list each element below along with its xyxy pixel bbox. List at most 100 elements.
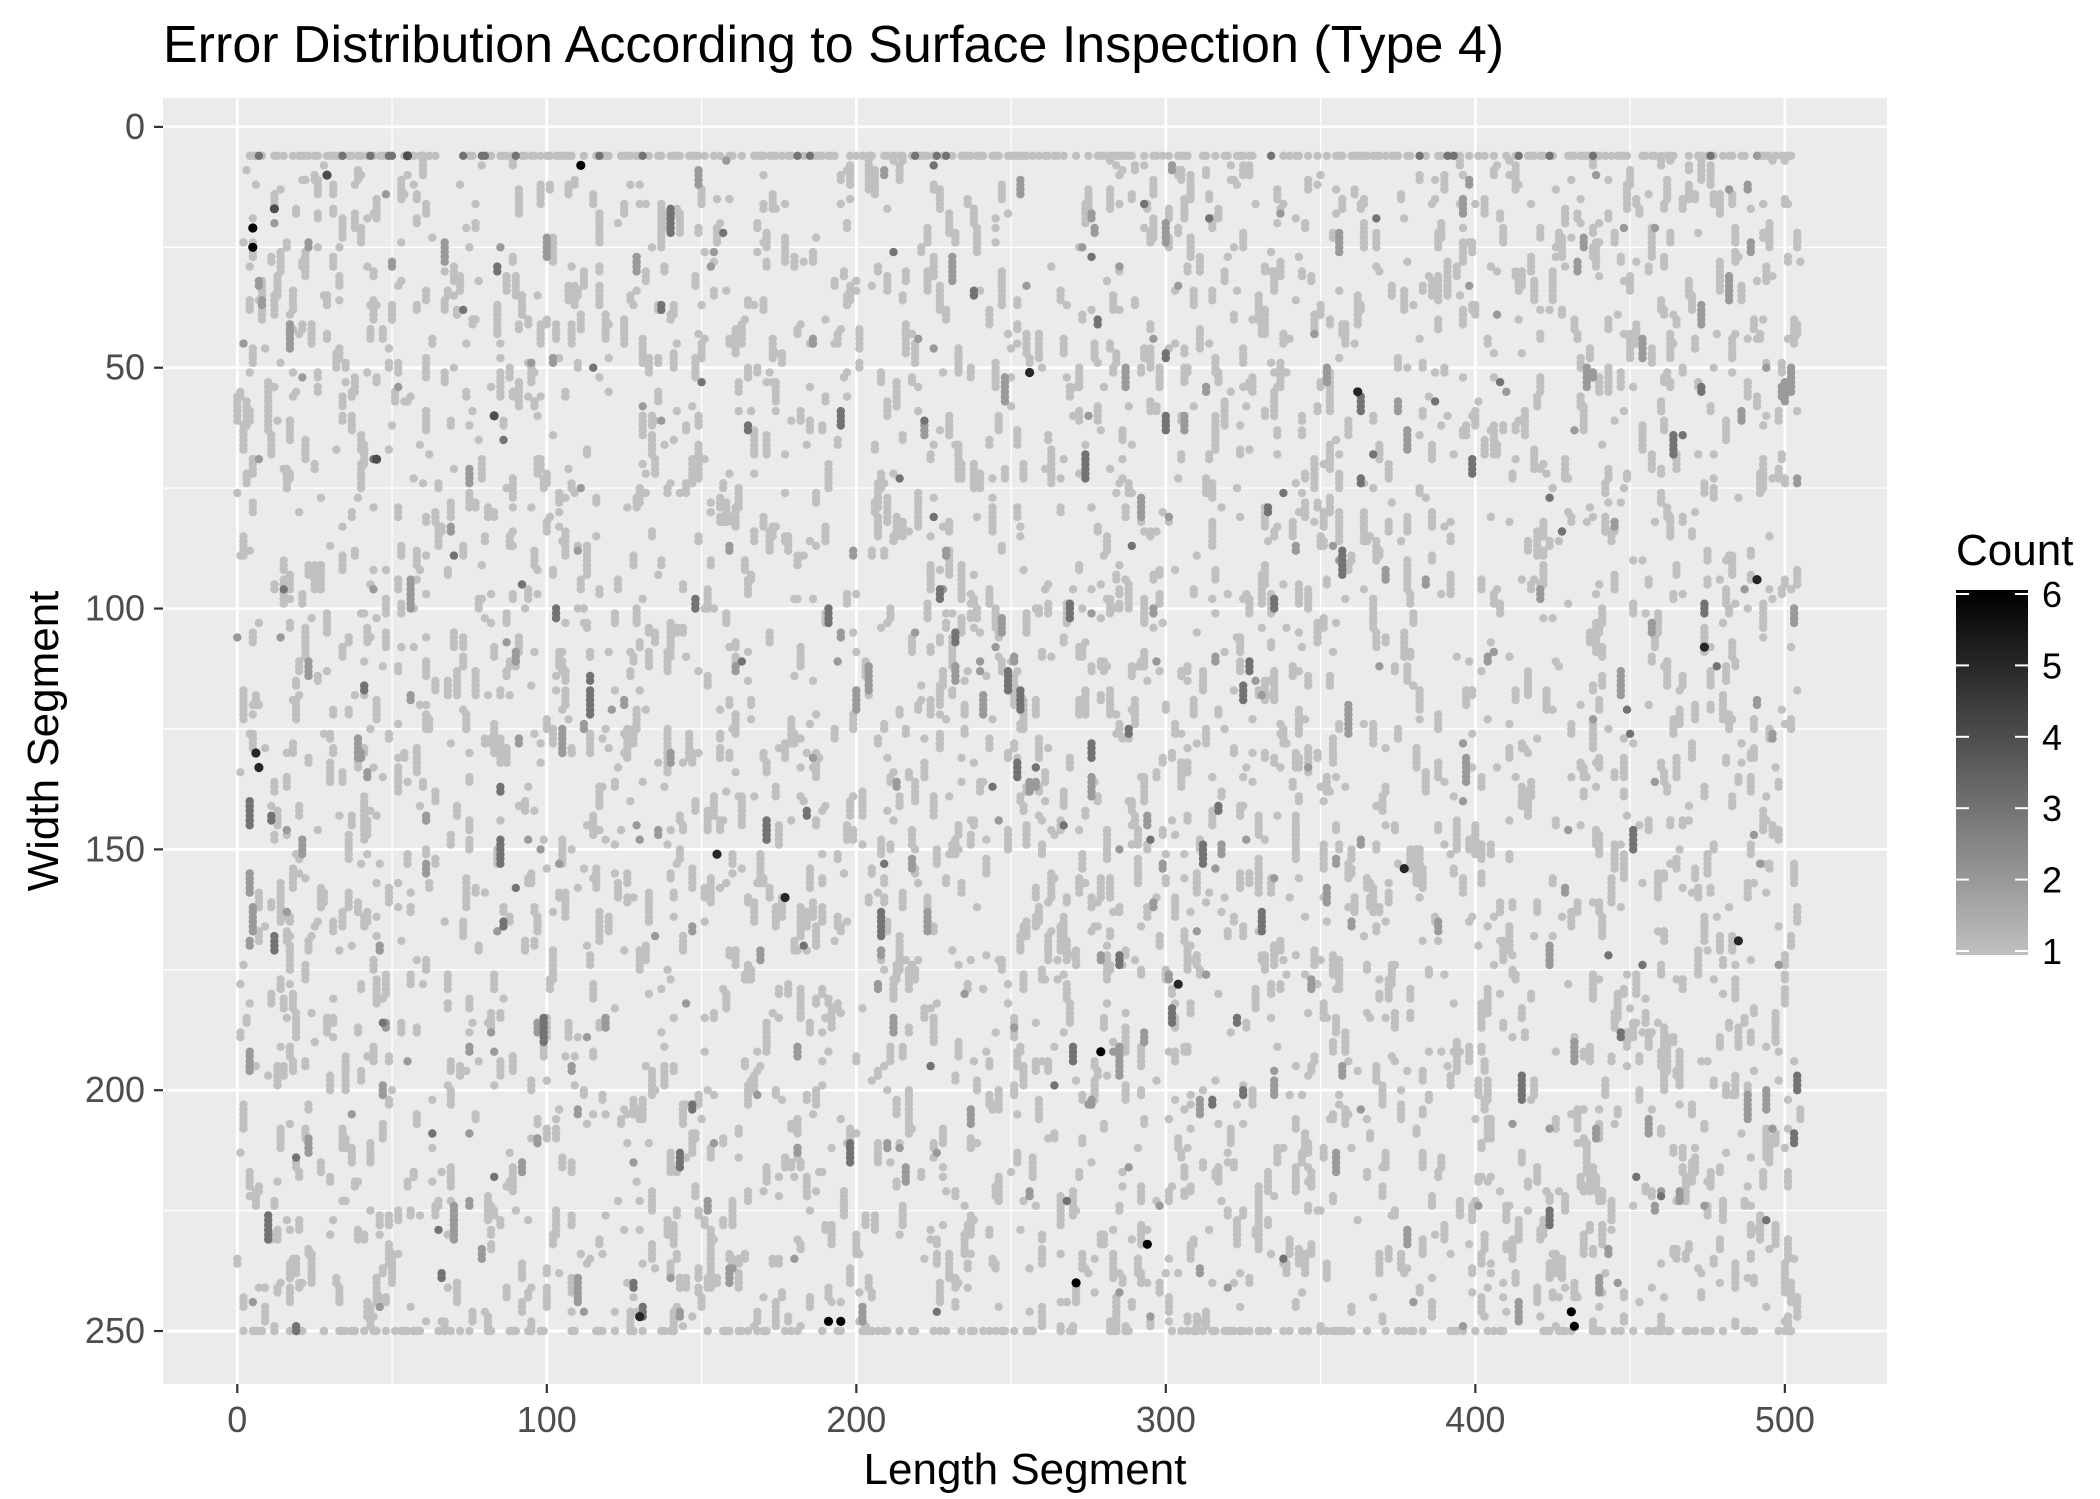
data-point bbox=[715, 705, 725, 714]
data-point bbox=[1136, 970, 1146, 979]
data-point bbox=[548, 975, 558, 984]
data-point bbox=[886, 845, 895, 854]
data-point bbox=[725, 469, 734, 478]
data-point bbox=[1588, 1249, 1598, 1259]
data-point bbox=[353, 493, 363, 502]
data-point bbox=[394, 878, 403, 888]
data-point bbox=[462, 339, 471, 348]
data-point bbox=[539, 835, 548, 844]
data-point bbox=[1517, 575, 1527, 584]
data-point bbox=[1486, 638, 1496, 647]
data-point bbox=[641, 276, 650, 286]
data-point bbox=[923, 614, 932, 623]
data-point bbox=[1737, 1129, 1746, 1138]
data-point bbox=[991, 223, 1000, 233]
data-point bbox=[892, 1182, 901, 1191]
data-point bbox=[1610, 585, 1619, 594]
data-point bbox=[421, 1317, 431, 1326]
data-point bbox=[722, 618, 731, 628]
data-point bbox=[1663, 681, 1672, 690]
data-point bbox=[914, 382, 923, 392]
data-point bbox=[1461, 700, 1471, 710]
data-point bbox=[530, 806, 539, 815]
data-point bbox=[1390, 1211, 1400, 1220]
data-point bbox=[1743, 893, 1752, 902]
data-point bbox=[322, 300, 332, 310]
data-point bbox=[502, 671, 511, 681]
data-point bbox=[1319, 864, 1328, 873]
data-point bbox=[576, 325, 585, 334]
data-point bbox=[363, 850, 372, 859]
data-point bbox=[1724, 724, 1734, 734]
data-point bbox=[545, 984, 555, 994]
data-point bbox=[387, 1086, 397, 1095]
data-point bbox=[570, 1081, 579, 1090]
data-point bbox=[1180, 850, 1189, 859]
data-point bbox=[527, 1283, 536, 1292]
data-point bbox=[1093, 416, 1102, 425]
data-point bbox=[1242, 402, 1251, 411]
data-point bbox=[923, 286, 932, 295]
data-point bbox=[1118, 1278, 1127, 1288]
data-point bbox=[753, 1047, 762, 1056]
data-point bbox=[409, 1167, 418, 1177]
data-point bbox=[350, 551, 360, 560]
data-point bbox=[616, 825, 626, 835]
data-point bbox=[1449, 869, 1458, 878]
data-point bbox=[1483, 1008, 1492, 1018]
data-point bbox=[1115, 199, 1124, 209]
data-point bbox=[1601, 1090, 1610, 1100]
data-point bbox=[712, 1278, 722, 1288]
data-point bbox=[595, 238, 604, 247]
data-point bbox=[335, 811, 344, 820]
data-point bbox=[620, 209, 629, 218]
data-point bbox=[657, 561, 666, 570]
data-point bbox=[415, 700, 425, 710]
data-point bbox=[982, 1047, 991, 1056]
data-point bbox=[1161, 850, 1171, 859]
data-point bbox=[1322, 917, 1332, 926]
data-point bbox=[301, 874, 310, 883]
data-point bbox=[1313, 753, 1322, 763]
data-point bbox=[356, 238, 366, 247]
data-point bbox=[1016, 1225, 1025, 1235]
data-point bbox=[880, 965, 889, 974]
data-point bbox=[1146, 363, 1155, 372]
data-point bbox=[1198, 1086, 1208, 1095]
data-point bbox=[1749, 1008, 1759, 1018]
data-point bbox=[1294, 508, 1304, 517]
data-point bbox=[774, 989, 784, 999]
data-point bbox=[1619, 874, 1629, 883]
data-point bbox=[452, 1297, 462, 1307]
data-point bbox=[771, 1322, 780, 1331]
data-point bbox=[991, 1028, 1000, 1037]
data-point bbox=[1235, 811, 1245, 820]
data-point bbox=[750, 536, 759, 546]
data-point bbox=[1759, 421, 1768, 430]
data-point bbox=[873, 888, 883, 897]
data-point bbox=[573, 1033, 582, 1042]
data-point bbox=[1477, 1047, 1486, 1056]
data-point bbox=[1656, 406, 1666, 416]
data-point bbox=[855, 363, 864, 372]
data-point bbox=[873, 527, 883, 536]
data-point bbox=[1644, 267, 1653, 276]
data-point bbox=[957, 594, 966, 604]
data-point bbox=[1214, 989, 1223, 999]
data-point bbox=[1201, 739, 1211, 748]
data-point bbox=[573, 363, 582, 372]
data-point bbox=[641, 1061, 650, 1071]
data-point bbox=[839, 869, 849, 878]
data-point bbox=[1647, 252, 1657, 262]
data-point bbox=[675, 228, 685, 238]
data-point bbox=[623, 503, 632, 512]
data-point bbox=[780, 753, 790, 763]
data-point bbox=[1300, 474, 1310, 483]
data-point bbox=[1115, 729, 1124, 738]
data-point bbox=[1229, 686, 1239, 695]
data-point bbox=[363, 262, 372, 271]
data-point bbox=[465, 243, 474, 252]
data-point bbox=[1687, 305, 1697, 315]
data-point bbox=[421, 209, 431, 218]
data-point bbox=[1075, 825, 1084, 835]
